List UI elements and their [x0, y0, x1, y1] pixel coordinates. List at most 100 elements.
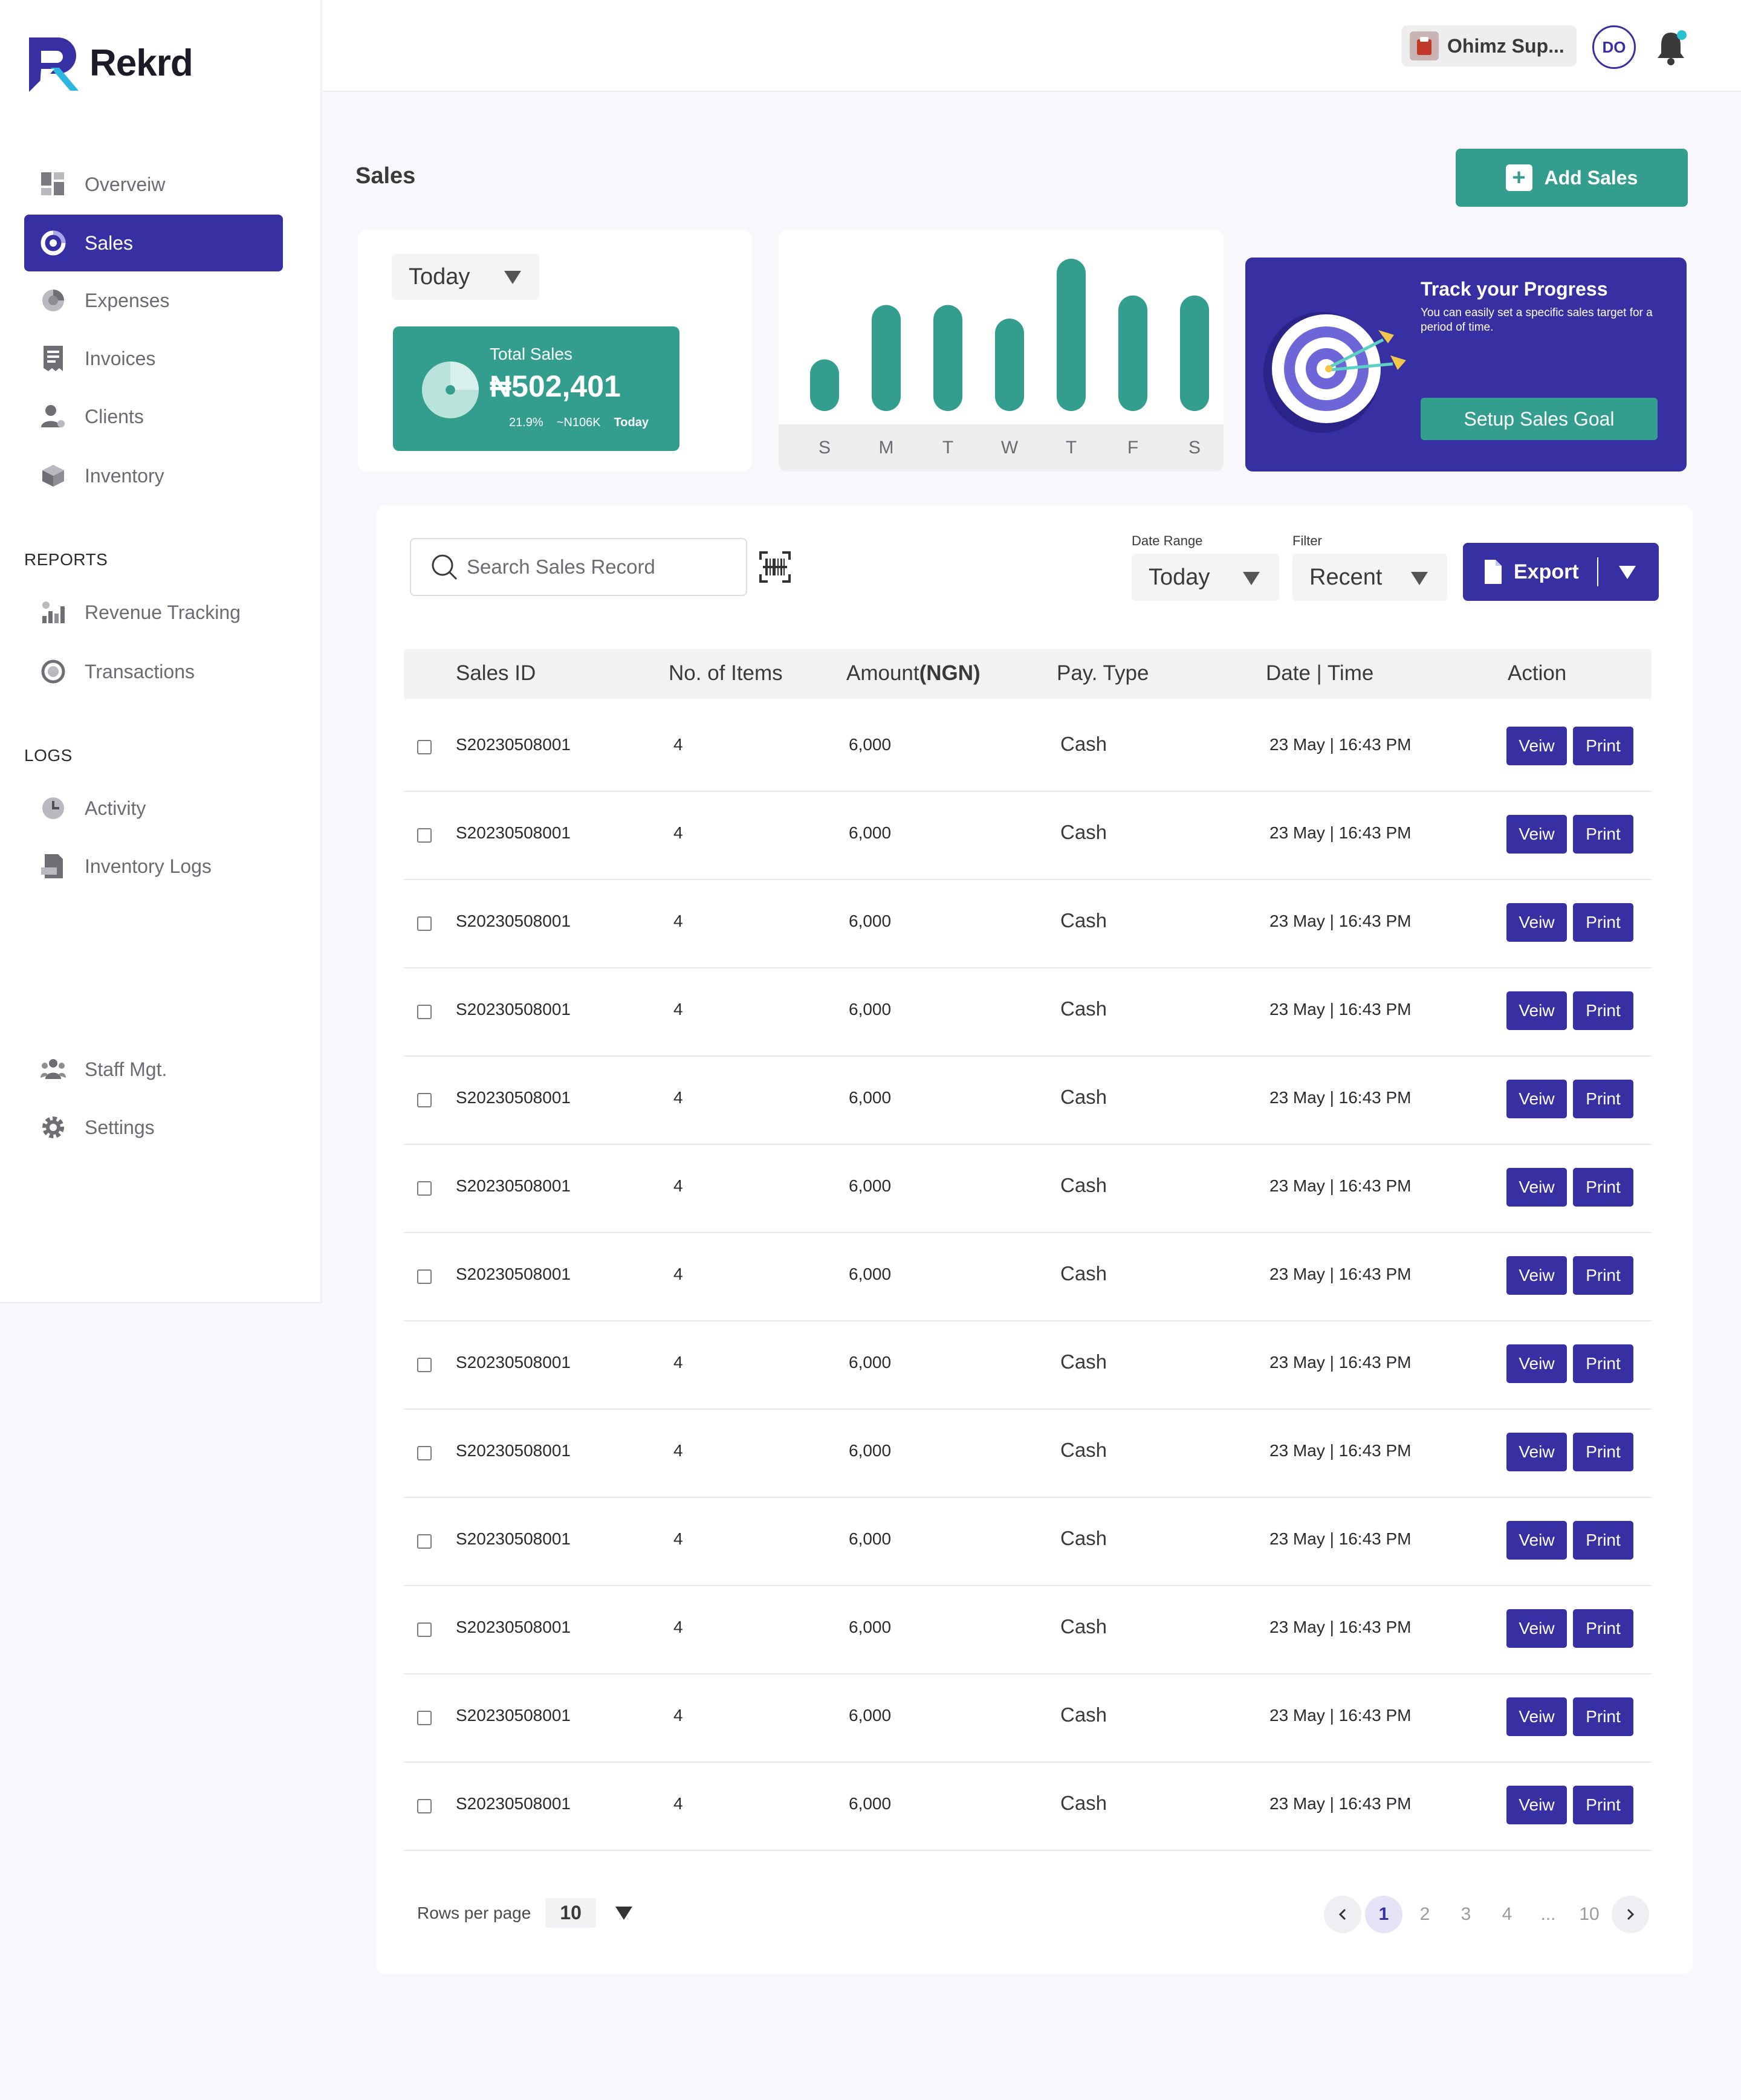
view-button[interactable]: Veiw: [1506, 903, 1567, 942]
table-row[interactable]: S20230508001 4 6,000 Cash 23 May | 16:43 PM V…: [404, 1145, 1652, 1233]
row-checkbox[interactable]: [417, 1093, 432, 1107]
export-button[interactable]: Export: [1463, 543, 1659, 601]
sidebar-item-inventory[interactable]: Inventory: [24, 447, 283, 504]
page-button[interactable]: 10: [1579, 1904, 1600, 1924]
row-checkbox[interactable]: [417, 1711, 432, 1725]
store-switcher[interactable]: Ohimz Sup...: [1401, 25, 1577, 66]
view-button[interactable]: Veiw: [1506, 991, 1567, 1030]
print-button[interactable]: Print: [1573, 815, 1633, 854]
print-button[interactable]: Print: [1573, 1256, 1633, 1295]
print-button[interactable]: Print: [1573, 1521, 1633, 1560]
table-row[interactable]: S20230508001 4 6,000 Cash 23 May | 16:43 PM V…: [404, 1057, 1652, 1145]
print-button[interactable]: Print: [1573, 991, 1633, 1030]
view-button[interactable]: Veiw: [1506, 1168, 1567, 1207]
sidebar-item-activity[interactable]: Activity: [24, 780, 283, 837]
view-button[interactable]: Veiw: [1506, 1433, 1567, 1471]
col-date-time[interactable]: Date | Time: [1266, 661, 1374, 685]
add-sales-button[interactable]: + Add Sales: [1456, 149, 1688, 207]
page-button[interactable]: 3: [1461, 1904, 1471, 1924]
sidebar-item-revenue-tracking[interactable]: Revenue Tracking: [24, 584, 283, 641]
table-row[interactable]: S20230508001 4 6,000 Cash 23 May | 16:43 PM V…: [404, 1321, 1652, 1410]
table-row[interactable]: S20230508001 4 6,000 Cash 23 May | 16:43 PM V…: [404, 880, 1652, 968]
col-amount[interactable]: Amount(NGN): [846, 661, 981, 685]
print-button[interactable]: Print: [1573, 727, 1633, 765]
bar-0[interactable]: [810, 359, 839, 412]
row-checkbox[interactable]: [417, 828, 432, 843]
bar-6[interactable]: [1180, 295, 1209, 411]
print-button[interactable]: Print: [1573, 903, 1633, 942]
period-select[interactable]: Today: [392, 254, 539, 300]
print-button[interactable]: Print: [1573, 1786, 1633, 1824]
view-button[interactable]: Veiw: [1506, 1786, 1567, 1824]
view-button[interactable]: Veiw: [1506, 1697, 1567, 1736]
sidebar-item-inventory-logs[interactable]: Inventory Logs: [24, 838, 283, 895]
bar-3[interactable]: [995, 319, 1024, 411]
row-checkbox[interactable]: [417, 740, 432, 754]
row-checkbox[interactable]: [417, 1799, 432, 1813]
search-input[interactable]: [467, 556, 745, 578]
view-button[interactable]: Veiw: [1506, 815, 1567, 854]
notification-bell-icon[interactable]: [1653, 29, 1689, 68]
filter-select[interactable]: Recent: [1292, 554, 1447, 601]
bar-2[interactable]: [933, 305, 962, 412]
sidebar-item-expenses[interactable]: Expenses: [24, 272, 283, 329]
user-avatar[interactable]: DO: [1592, 25, 1636, 69]
print-button[interactable]: Print: [1573, 1697, 1633, 1736]
row-checkbox[interactable]: [417, 1269, 432, 1284]
row-checkbox[interactable]: [417, 916, 432, 931]
print-button[interactable]: Print: [1573, 1344, 1633, 1383]
sidebar-item-overview[interactable]: Overveiw: [24, 156, 283, 213]
print-button[interactable]: Print: [1573, 1609, 1633, 1648]
table-row[interactable]: S20230508001 4 6,000 Cash 23 May | 16:43 PM V…: [404, 1763, 1652, 1851]
export-dropdown-icon[interactable]: [1619, 566, 1636, 579]
brand-logo[interactable]: Rekrd: [23, 31, 193, 94]
table-row[interactable]: S20230508001 4 6,000 Cash 23 May | 16:43 PM V…: [404, 968, 1652, 1057]
table-row[interactable]: S20230508001 4 6,000 Cash 23 May | 16:43 PM V…: [404, 1586, 1652, 1674]
sidebar-item-staff-mgt[interactable]: Staff Mgt.: [24, 1041, 283, 1098]
table-row[interactable]: S20230508001 4 6,000 Cash 23 May | 16:43 PM V…: [404, 1233, 1652, 1321]
col-items[interactable]: No. of Items: [669, 661, 783, 685]
view-button[interactable]: Veiw: [1506, 1344, 1567, 1383]
row-checkbox[interactable]: [417, 1181, 432, 1196]
next-page-button[interactable]: [1612, 1896, 1649, 1933]
view-button[interactable]: Veiw: [1506, 727, 1567, 765]
row-checkbox[interactable]: [417, 1622, 432, 1637]
caret-down-icon[interactable]: [615, 1906, 632, 1920]
row-checkbox[interactable]: [417, 1534, 432, 1549]
sidebar-item-settings[interactable]: Settings: [24, 1099, 283, 1156]
view-button[interactable]: Veiw: [1506, 1609, 1567, 1648]
sidebar-item-invoices[interactable]: Invoices: [24, 330, 283, 387]
print-button[interactable]: Print: [1573, 1433, 1633, 1471]
bar-4[interactable]: [1057, 259, 1086, 411]
print-button[interactable]: Print: [1573, 1168, 1633, 1207]
page-button[interactable]: 2: [1419, 1904, 1430, 1924]
sidebar-item-transactions[interactable]: Transactions: [24, 643, 283, 700]
barcode-scan-icon[interactable]: [759, 551, 791, 583]
row-checkbox[interactable]: [417, 1446, 432, 1460]
row-checkbox[interactable]: [417, 1005, 432, 1019]
search-box[interactable]: [410, 538, 747, 596]
print-button[interactable]: Print: [1573, 1080, 1633, 1118]
view-button[interactable]: Veiw: [1506, 1080, 1567, 1118]
table-row[interactable]: S20230508001 4 6,000 Cash 23 May | 16:43 PM V…: [404, 704, 1652, 792]
table-row[interactable]: S20230508001 4 6,000 Cash 23 May | 16:43 PM V…: [404, 1498, 1652, 1586]
row-checkbox[interactable]: [417, 1358, 432, 1372]
rows-per-page-value[interactable]: 10: [545, 1898, 596, 1928]
col-sales-id[interactable]: Sales ID: [456, 661, 536, 685]
bar-5[interactable]: [1118, 295, 1147, 411]
bar-1[interactable]: [872, 305, 901, 412]
view-button[interactable]: Veiw: [1506, 1521, 1567, 1560]
sidebar-item-sales[interactable]: Sales: [24, 215, 283, 271]
table-row[interactable]: S20230508001 4 6,000 Cash 23 May | 16:43 PM V…: [404, 792, 1652, 880]
setup-sales-goal-button[interactable]: Setup Sales Goal: [1421, 398, 1658, 440]
page-button[interactable]: 1: [1365, 1896, 1402, 1933]
page-button[interactable]: 4: [1502, 1904, 1512, 1924]
view-button[interactable]: Veiw: [1506, 1256, 1567, 1295]
table-row[interactable]: S20230508001 4 6,000 Cash 23 May | 16:43 PM V…: [404, 1410, 1652, 1498]
sidebar-item-clients[interactable]: Clients: [24, 388, 283, 445]
sales-donut-icon: [40, 230, 66, 256]
prev-page-button[interactable]: [1324, 1896, 1361, 1933]
table-row[interactable]: S20230508001 4 6,000 Cash 23 May | 16:43 PM V…: [404, 1674, 1652, 1763]
col-pay-type[interactable]: Pay. Type: [1057, 661, 1149, 685]
date-range-select[interactable]: Today: [1132, 554, 1279, 601]
